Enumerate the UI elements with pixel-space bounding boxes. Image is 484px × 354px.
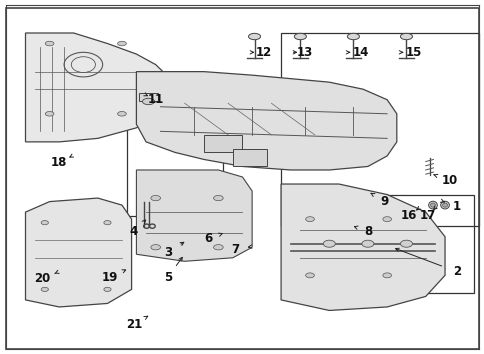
Text: 11: 11 (147, 93, 164, 106)
Ellipse shape (323, 240, 334, 247)
Ellipse shape (41, 221, 48, 225)
Text: 15: 15 (405, 46, 421, 59)
Text: 1: 1 (452, 200, 460, 213)
Ellipse shape (305, 273, 314, 278)
Ellipse shape (400, 33, 411, 40)
Polygon shape (26, 33, 175, 142)
Polygon shape (136, 72, 396, 170)
Bar (281, 33, 478, 226)
Ellipse shape (45, 41, 54, 46)
Ellipse shape (117, 112, 126, 116)
Ellipse shape (305, 217, 314, 222)
Text: 3: 3 (164, 246, 171, 259)
Ellipse shape (117, 41, 126, 46)
Bar (300, 195, 473, 293)
Text: 2: 2 (452, 266, 460, 278)
Text: 18: 18 (51, 156, 67, 170)
Ellipse shape (382, 273, 391, 278)
Ellipse shape (41, 287, 48, 291)
Ellipse shape (428, 201, 437, 209)
Text: 8: 8 (363, 225, 371, 238)
Text: 14: 14 (352, 46, 368, 59)
Text: 9: 9 (380, 195, 388, 208)
Ellipse shape (104, 287, 111, 291)
Polygon shape (26, 198, 131, 307)
Text: 12: 12 (256, 46, 272, 59)
Ellipse shape (440, 201, 449, 209)
Text: 20: 20 (34, 272, 50, 285)
Text: 10: 10 (441, 174, 457, 187)
Ellipse shape (430, 203, 435, 207)
Text: 16: 16 (400, 209, 416, 222)
Polygon shape (203, 135, 242, 153)
Text: 4: 4 (130, 225, 138, 238)
Polygon shape (281, 184, 444, 310)
Ellipse shape (45, 112, 54, 116)
Ellipse shape (142, 98, 154, 105)
Text: 6: 6 (204, 232, 212, 245)
Text: 7: 7 (231, 242, 239, 256)
Ellipse shape (347, 33, 359, 40)
Text: 19: 19 (102, 270, 118, 284)
Ellipse shape (382, 217, 391, 222)
Ellipse shape (294, 33, 306, 40)
Polygon shape (232, 149, 266, 166)
Ellipse shape (151, 195, 160, 201)
Ellipse shape (248, 33, 260, 40)
Bar (138, 93, 158, 102)
Ellipse shape (151, 245, 160, 250)
Bar (126, 103, 223, 216)
Ellipse shape (213, 195, 223, 201)
Text: 5: 5 (163, 270, 171, 284)
Ellipse shape (213, 245, 223, 250)
Text: 17: 17 (419, 209, 436, 222)
Polygon shape (136, 170, 252, 261)
Ellipse shape (442, 203, 447, 207)
Ellipse shape (104, 221, 111, 225)
Ellipse shape (361, 240, 373, 247)
Ellipse shape (400, 240, 411, 247)
Text: 13: 13 (297, 46, 313, 59)
Text: 21: 21 (126, 318, 142, 331)
